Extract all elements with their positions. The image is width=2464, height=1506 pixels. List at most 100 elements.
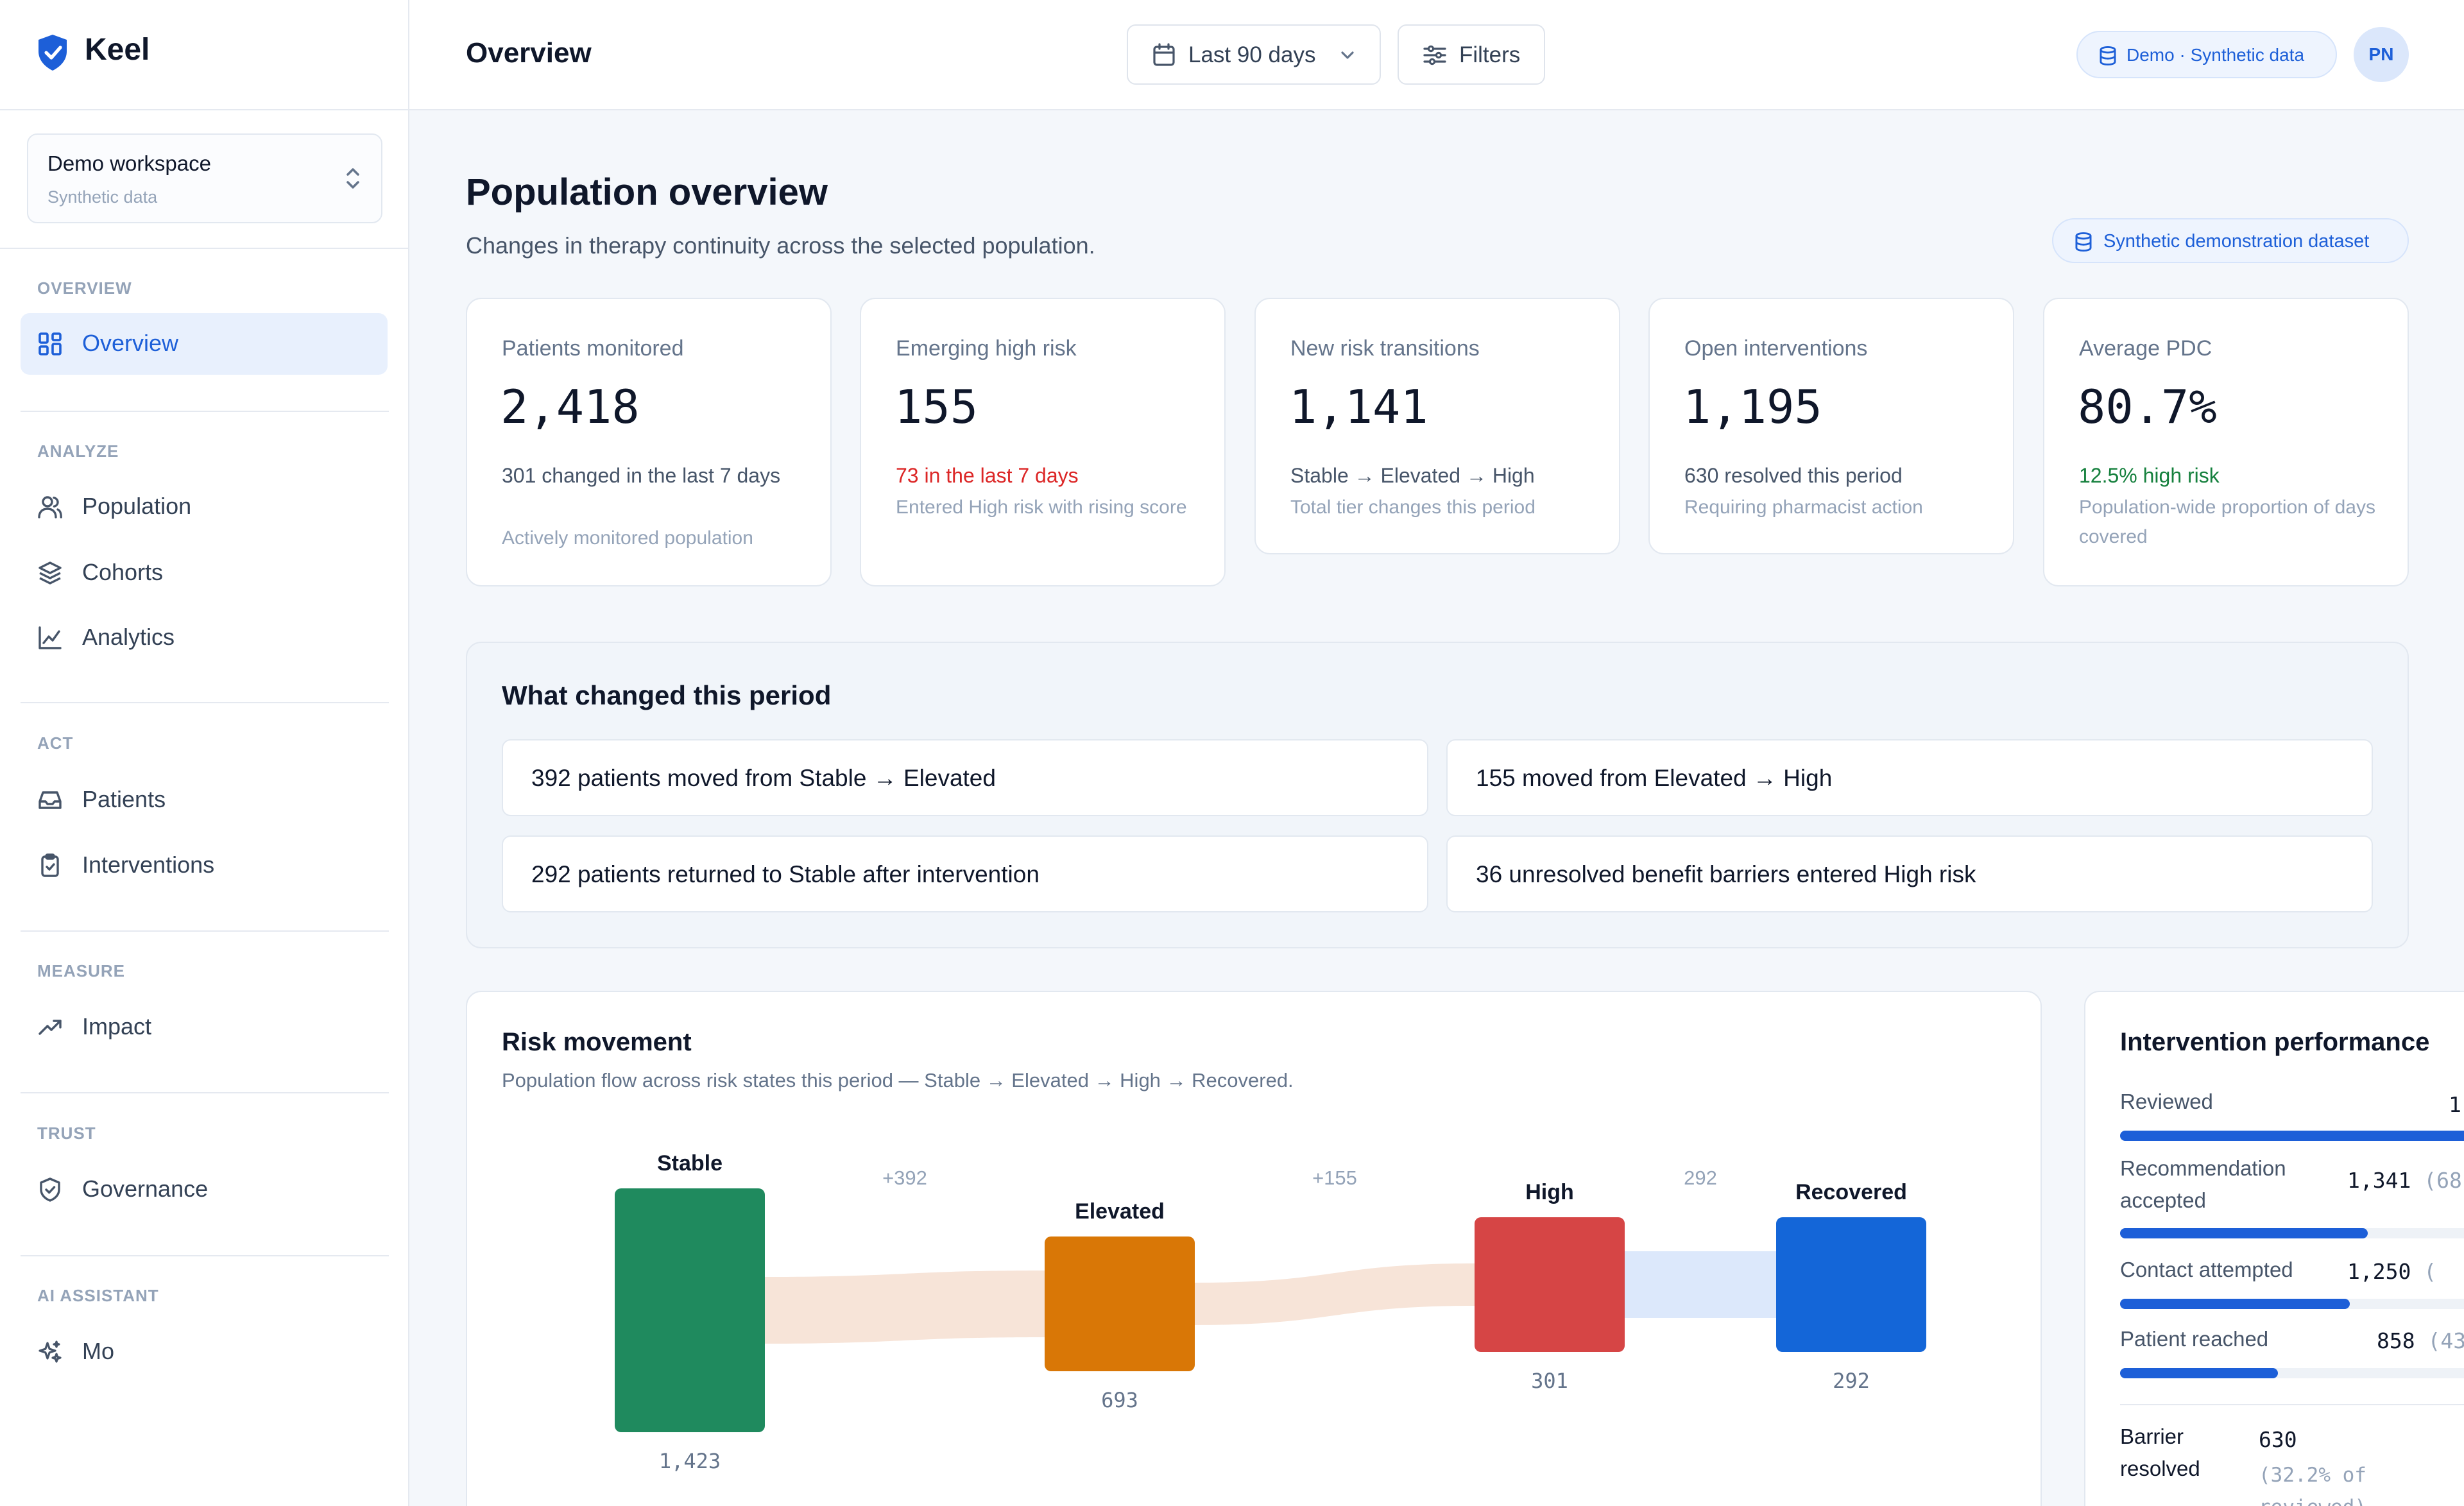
sidebar-item-label: Interventions [82,851,215,878]
sidebar-section-overview: OVERVIEW [37,278,132,298]
topbar-title: Overview [466,37,592,69]
change-item-label: 392 patients moved from Stable → Elevate… [531,765,996,791]
sidebar-section-analyze: ANALYZE [37,441,119,461]
top-bar: Overview Last 90 days Filters Demo · Syn… [409,0,2464,110]
performance-count: 630 [2259,1427,2297,1452]
demo-data-badge: Demo · Synthetic data [2076,31,2337,78]
node-name: Recovered [1795,1180,1907,1204]
sidebar-section-ai-assistant: AI ASSISTANT [37,1286,159,1305]
node-bar [1475,1217,1625,1352]
flow-label: +155 [1312,1167,1357,1189]
sliders-icon [1423,45,1446,65]
sidebar-item-interventions[interactable]: Interventions [21,835,388,896]
change-item[interactable]: 36 unresolved benefit barriers entered H… [1446,835,2373,912]
performance-value: 858 (43 [2377,1328,2464,1353]
sidebar-item-overview[interactable]: Overview [21,313,388,375]
sidebar-item-label: Analytics [82,624,175,650]
sidebar-item-label: Mo [82,1338,115,1364]
change-item[interactable]: 292 patients returned to Stable after in… [502,835,1428,912]
sparkles-icon [38,1340,62,1363]
calendar-icon [1153,43,1175,66]
sidebar-item-patients[interactable]: Patients [21,769,388,831]
performance-bar [2120,1228,2464,1238]
what-changed-title: What changed this period [502,680,832,710]
kpi-value: 80.7% [2078,380,2217,434]
date-range-button[interactable]: Last 90 days [1127,24,1381,85]
kpi-label: Average PDC [2079,336,2212,361]
kpi-label: New risk transitions [1290,336,1480,361]
dataset-badge-label: Synthetic demonstration dataset [2103,231,2370,252]
workspace-name: Demo workspace [47,151,211,175]
change-item[interactable]: 155 moved from Elevated → High [1446,739,2373,816]
kpi-secondary-note: Actively monitored population [502,527,753,549]
risk-movement-card: Risk movement Population flow across ris… [466,991,2042,1506]
change-item[interactable]: 392 patients moved from Stable → Elevate… [502,739,1428,816]
shield-logo-icon [38,35,67,71]
avatar[interactable]: PN [2354,27,2409,82]
app-name: Keel [85,33,150,67]
sidebar-divider [21,1255,389,1256]
kpi-label: Patients monitored [502,336,684,361]
layers-icon [38,561,62,585]
sidebar-item-analytics[interactable]: Analytics [21,607,388,669]
performance-value: 1,341 (68 [2347,1168,2462,1193]
sidebar-item-mo[interactable]: Mo [21,1321,388,1383]
performance-bar [2120,1368,2464,1378]
performance-percent: ( [2424,1259,2437,1284]
kpi-label: Open interventions [1684,336,1868,361]
sidebar-item-label: Overview [82,330,179,356]
kpi-card-average-pdc: Average PDC 80.7% 12.5% high risk Popula… [2043,298,2409,586]
kpi-primary-note: 301 changed in the last 7 days [502,464,781,487]
kpi-secondary-note: Requiring pharmacist action [1684,497,1923,518]
filters-label: Filters [1459,42,1521,67]
intervention-performance-card: Intervention performance Reviewed 1 Reco… [2084,991,2464,1506]
node-name: High [1525,1180,1574,1204]
page-title: Population overview [466,171,828,213]
workspace-switcher[interactable]: Demo workspace Synthetic data [27,133,382,223]
kpi-label: Emerging high risk [896,336,1077,361]
inbox-icon [38,791,62,809]
database-icon [2100,46,2116,66]
kpi-card-patients-monitored: Patients monitored 2,418 301 changed in … [466,298,832,586]
filters-button[interactable]: Filters [1398,24,1545,85]
kpi-secondary-note: Entered High risk with rising score [896,497,1187,518]
dataset-badge: Synthetic demonstration dataset [2052,218,2409,263]
performance-bar [2120,1299,2464,1309]
page-subtitle: Changes in therapy continuity across the… [466,232,1095,259]
sidebar-section-trust: TRUST [37,1124,96,1143]
performance-percent: (68 [2424,1168,2462,1193]
sidebar-item-impact[interactable]: Impact [21,997,388,1058]
kpi-card-open-interventions: Open interventions 1,195 630 resolved th… [1648,298,2014,554]
performance-percent-text: (32.2% of reviewed) [2259,1464,2366,1506]
sidebar-item-cohorts[interactable]: Cohorts [21,542,388,604]
kpi-secondary-note: Population-wide proportion of days cover… [2079,497,2375,547]
chevron-down-icon [1341,51,1354,59]
trending-up-icon [38,1020,62,1035]
sidebar-divider [21,411,389,412]
sidebar-item-population[interactable]: Population [21,476,388,538]
risk-movement-title: Risk movement [502,1028,692,1056]
performance-bar-fill [2120,1228,2368,1238]
kpi-value: 1,195 [1683,380,1822,434]
flow-band [765,1271,1045,1344]
line-chart-icon [38,626,62,649]
sidebar-item-label: Cohorts [82,559,164,585]
performance-count: 1,341 [2347,1168,2411,1193]
kpi-card-emerging-high-risk: Emerging high risk 155 73 in the last 7 … [860,298,1226,586]
flow-band [1625,1251,1776,1318]
performance-bar-fill [2120,1131,2464,1141]
performance-count: 858 [2377,1328,2415,1353]
performance-percent: (43 [2427,1328,2464,1353]
date-range-label: Last 90 days [1188,42,1316,67]
change-item-label: 36 unresolved benefit barriers entered H… [1476,861,1976,887]
risk-flow-chart: +392 +155 292 Stable 1,423 Elevated 693 High 301… [615,1151,1926,1473]
sidebar-item-governance[interactable]: Governance [21,1159,388,1220]
change-item-label: 155 moved from Elevated → High [1476,765,1833,791]
shield-check-icon [40,1177,60,1202]
kpi-secondary-note: Total tier changes this period [1290,497,1536,518]
kpi-value: 2,418 [501,380,640,434]
kpi-card-new-risk-transitions: New risk transitions 1,141 Stable → Elev… [1254,298,1620,554]
sidebar-section-measure: MEASURE [37,961,126,980]
flow-label: +392 [882,1167,927,1189]
demo-data-badge-label: Demo · Synthetic data [2126,45,2305,65]
